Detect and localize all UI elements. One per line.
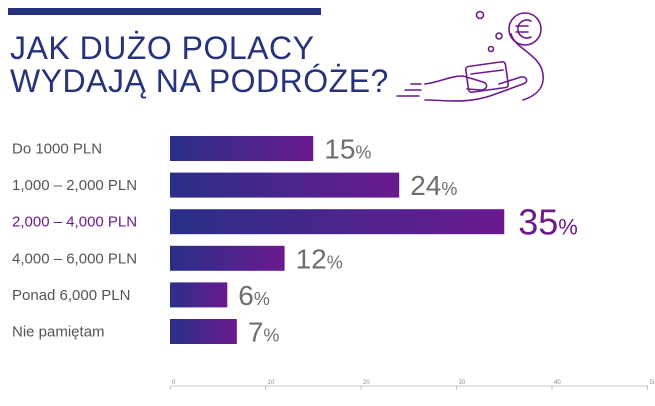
hand-with-euro-coin-icon xyxy=(396,10,545,102)
x-tick-label: 20 xyxy=(363,380,370,386)
category-label: Nie pamiętam xyxy=(12,324,105,341)
x-tick-label: 30 xyxy=(459,380,466,386)
value-label: 24% xyxy=(410,170,457,201)
bar xyxy=(170,136,314,161)
bar xyxy=(170,245,285,271)
page-title: JAK DUŻO POLACY WYDAJĄ NA PODRÓŻE? xyxy=(10,32,389,98)
category-label: Do 1000 PLN xyxy=(12,141,102,158)
category-label: 1,000 – 2,000 PLN xyxy=(12,177,137,194)
value-label: 7% xyxy=(248,317,280,348)
value-label: 6% xyxy=(238,280,270,311)
bar xyxy=(170,319,237,344)
category-label: 4,000 – 6,000 PLN xyxy=(12,250,137,267)
bar xyxy=(170,282,228,308)
title-line-2: WYDAJĄ NA PODRÓŻE? xyxy=(10,63,389,99)
x-tick-label: 0 xyxy=(172,380,176,386)
x-tick-label: 40 xyxy=(554,380,561,386)
value-label: 15% xyxy=(324,134,371,165)
value-label: 12% xyxy=(296,243,343,274)
title-line-1: JAK DUŻO POLACY xyxy=(10,30,315,66)
x-tick-label: 10 xyxy=(268,380,275,386)
x-tick-label: 50 xyxy=(650,380,655,386)
value-label: 35% xyxy=(518,202,578,243)
bar xyxy=(170,209,505,235)
bar xyxy=(170,172,400,198)
category-label: Ponad 6,000 PLN xyxy=(12,287,130,304)
category-label: 2,000 – 4,000 PLN xyxy=(12,214,137,231)
top-accent-bar xyxy=(8,8,321,15)
